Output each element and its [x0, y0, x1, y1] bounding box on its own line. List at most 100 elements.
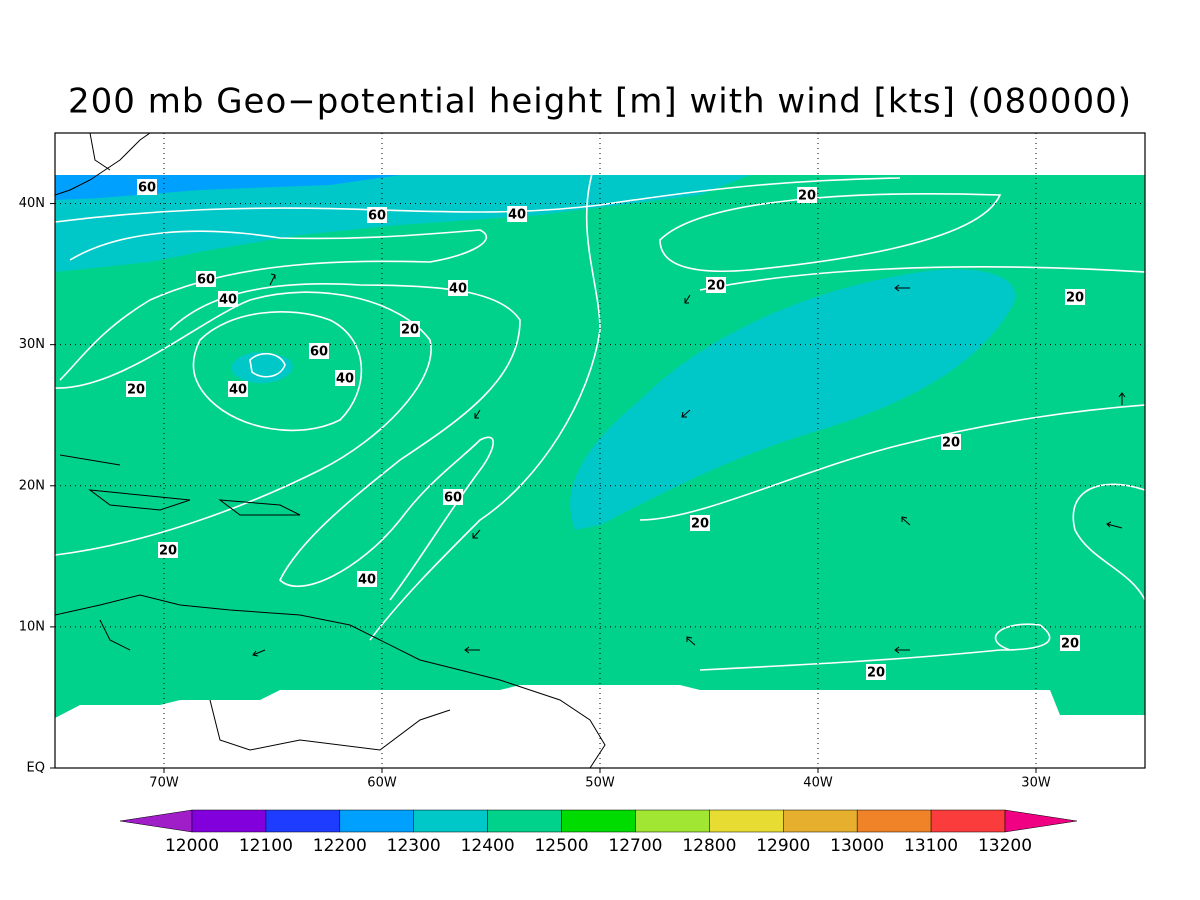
contour-label-box [797, 187, 817, 203]
contour-label: 40 [219, 293, 237, 308]
colorbar-label: 13100 [904, 836, 958, 856]
colorbar-label: 13200 [978, 836, 1032, 856]
contour-line [659, 193, 1002, 273]
colorbar-box [856, 809, 932, 833]
contour-label-box [443, 489, 463, 505]
height-fill-12300-ridge [570, 269, 1016, 530]
colorbar-box [783, 809, 858, 833]
contour-line [639, 404, 1145, 521]
contour-label-box [357, 571, 377, 587]
y-tick-label: 30N [19, 337, 45, 352]
contour-line [1072, 483, 1145, 601]
colorbar-label: 12900 [756, 836, 810, 856]
contour-label: 20 [127, 383, 145, 398]
title: 200 mb Geo−potential height [m] with win… [68, 82, 1132, 122]
contour-label: 40 [336, 372, 354, 387]
colorbar-label: 12500 [534, 836, 588, 856]
colorbar-box [413, 809, 488, 833]
colorbar-label: 12100 [239, 836, 293, 856]
contour-label-box [1065, 289, 1085, 305]
x-tick-label: 60W [367, 776, 397, 791]
contour-label: 60 [197, 273, 215, 288]
contour-label: 20 [707, 279, 725, 294]
y-tick-label: 10N [19, 619, 45, 634]
colorbar-label: 12300 [387, 836, 441, 856]
y-tick-label: 40N [19, 196, 45, 211]
colorbar-box [561, 809, 636, 833]
colorbar-label: 12200 [313, 836, 367, 856]
x-tick-label: 70W [149, 776, 179, 791]
colorbar-box [709, 809, 784, 833]
contour-line [59, 229, 488, 381]
contour-line [169, 283, 521, 601]
contour-label: 20 [1061, 637, 1079, 652]
contour-label: 60 [138, 181, 156, 196]
contour-label-box [218, 291, 238, 307]
x-tick-label: 50W [585, 776, 615, 791]
colorbar: 12000 12100 12200 12300 12400 12500 12700 12800… [119, 809, 1078, 856]
y-tick-label: EQ [27, 761, 45, 776]
contour-label: 40 [358, 573, 376, 588]
grid [55, 133, 1145, 768]
axes: 70W 60W 50W 40W 30W EQ 10N 20N 30N 40N [19, 196, 1051, 790]
contour-label-box [196, 271, 216, 287]
wind-arrows [252, 273, 1126, 657]
contour-line [249, 352, 286, 378]
colorbar-label: 12700 [608, 836, 662, 856]
x-tick-label: 30W [1021, 776, 1051, 791]
colorbar-extend [119, 809, 193, 833]
colorbar-box [191, 809, 267, 833]
colorbar-box [635, 809, 710, 833]
contour-label: 40 [449, 282, 467, 297]
colorbar-box [487, 809, 562, 833]
contour-label-box [866, 664, 886, 680]
contour-line [699, 623, 1051, 671]
colorbar-box [265, 809, 341, 833]
contour-label: 60 [310, 345, 328, 360]
contour-label-box [941, 434, 961, 450]
contour-label-box [448, 280, 468, 296]
map-area: 60 60 40 20 60 40 40 20 20 20 60 40 20 40 20 60 20 20 40 20… [55, 133, 1145, 768]
contour-label: 20 [942, 436, 960, 451]
contour-line [55, 177, 901, 223]
contour-line [55, 291, 432, 556]
contour-label-box [228, 381, 248, 397]
contour-label-box [158, 542, 178, 558]
colorbar-box [930, 809, 1006, 833]
coastline [55, 133, 151, 196]
colorbar-label: 12400 [461, 836, 515, 856]
contour-label: 40 [229, 383, 247, 398]
colorbar-label: 13000 [830, 836, 884, 856]
contour-label-box [335, 370, 355, 386]
contour-label: 60 [444, 491, 462, 506]
x-tick-label: 40W [803, 776, 833, 791]
contour-label: 40 [508, 208, 526, 223]
contour-labels: 60 60 40 20 60 40 40 20 20 20 60 40 20 40 20 60 20 20 40 20… [126, 179, 1085, 681]
contour-label: 20 [159, 544, 177, 559]
colorbar-extend [1004, 809, 1078, 833]
contour-label-box [309, 343, 329, 359]
contour-label: 20 [691, 517, 709, 532]
colorbar-label: 12800 [682, 836, 736, 856]
contour-line [699, 266, 1145, 291]
height-fill-low [231, 352, 293, 384]
contour-line [369, 149, 601, 641]
contour-label-box [400, 321, 420, 337]
contour-line [192, 311, 363, 432]
coastline [59, 454, 301, 516]
contour-label-box [137, 179, 157, 195]
contour-label: 20 [798, 189, 816, 204]
contour-label: 60 [368, 209, 386, 224]
contour-label-box [706, 277, 726, 293]
height-fill-12300 [55, 175, 750, 272]
contour-label: 20 [401, 323, 419, 338]
y-tick-label: 20N [19, 478, 45, 493]
contour-label: 20 [1066, 291, 1084, 306]
contour-label-box [690, 515, 710, 531]
colorbar-label: 12000 [165, 836, 219, 856]
colorbar-box [339, 809, 414, 833]
contour-label-box [1060, 635, 1080, 651]
contour-label-box [507, 206, 527, 222]
contour-label: 20 [867, 666, 885, 681]
